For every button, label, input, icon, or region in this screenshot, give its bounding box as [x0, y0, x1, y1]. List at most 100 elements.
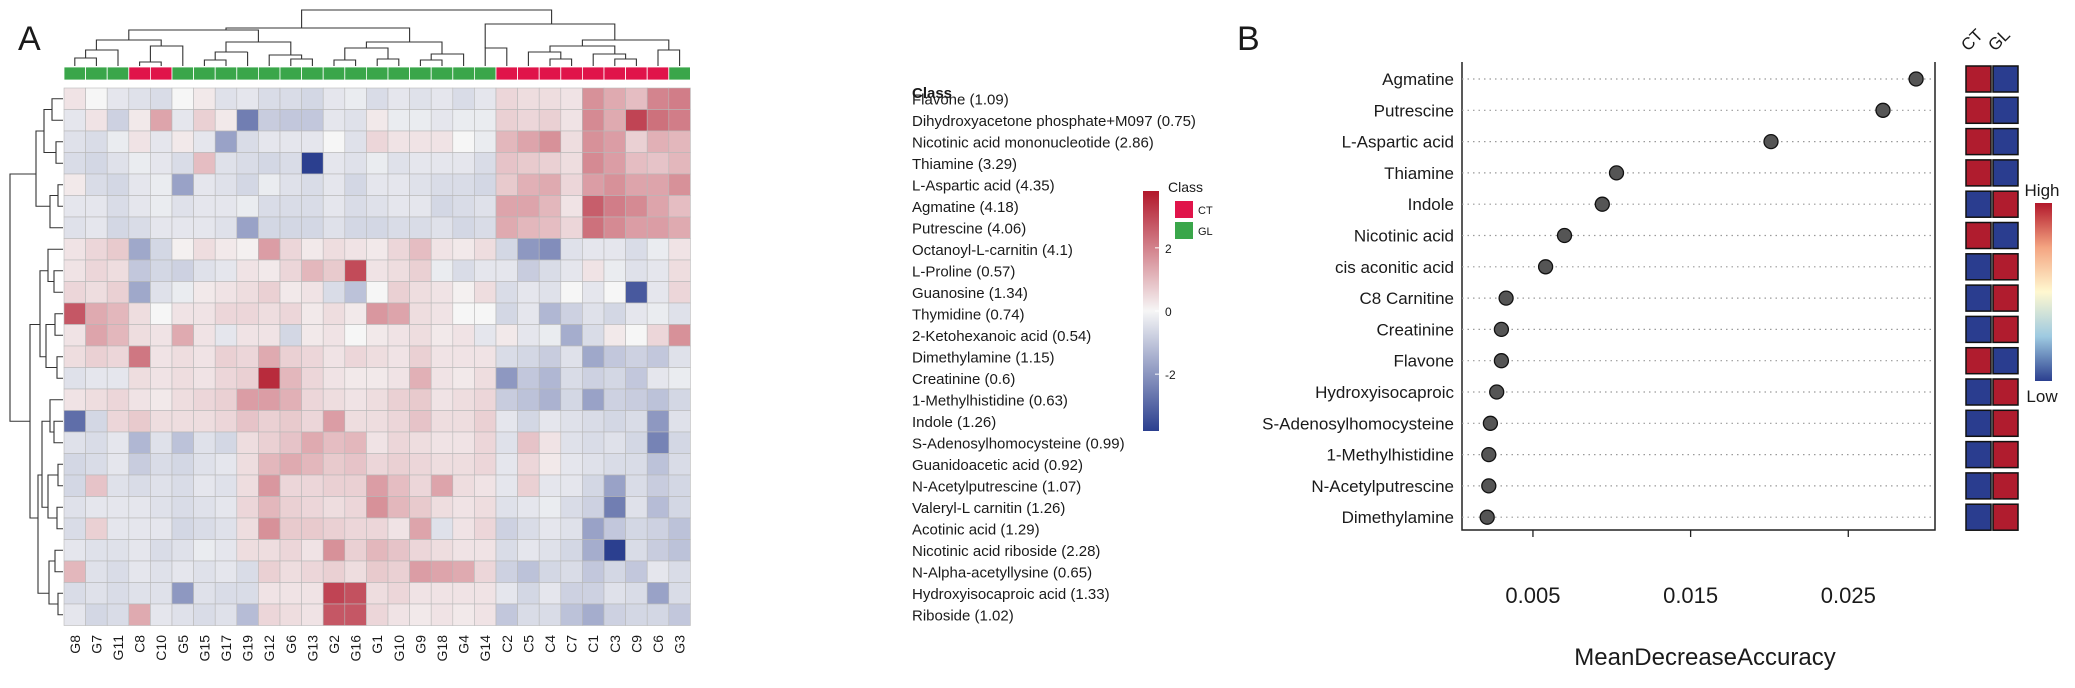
heatmap-cell	[279, 453, 302, 476]
column-dendrogram-branch	[225, 27, 411, 42]
column-dendrogram-branch	[149, 45, 184, 62]
heatmap-cell	[279, 324, 302, 347]
heatmap-cell	[603, 238, 626, 261]
class-annotation-cell	[517, 66, 540, 81]
colorbar-high-label: High	[2025, 181, 2060, 200]
heatmap-cell	[344, 302, 367, 325]
heatmap-cell	[258, 152, 281, 175]
heatmap-cell	[63, 302, 86, 325]
heatmap-cell	[150, 259, 173, 282]
heatmap-cell	[668, 281, 691, 304]
heatmap-cell	[301, 216, 324, 239]
row-dendrogram-branch	[57, 184, 63, 207]
heatmap-cell	[560, 560, 583, 583]
heatmap-cell	[517, 603, 540, 626]
heatmap-cell	[474, 453, 497, 476]
heatmap-cell	[322, 87, 346, 110]
heatmap-cell	[193, 345, 216, 368]
column-dendrogram-branch	[225, 41, 292, 55]
heatmap-cell	[603, 582, 626, 605]
heatmap-cell	[63, 281, 86, 304]
column-dendrogram-branch	[376, 58, 400, 66]
heatmap-cell	[430, 216, 454, 239]
heatmap-cell	[646, 410, 670, 433]
heatmap-cell	[452, 582, 475, 605]
heatmap-cell	[387, 603, 410, 626]
heatmap-cell	[452, 560, 475, 583]
heatmap-cell	[582, 87, 605, 110]
heatmap-cell	[603, 388, 626, 411]
heatmap-cell	[150, 238, 173, 261]
heatmap-cell	[495, 216, 518, 239]
heatmap-cell	[668, 431, 691, 454]
heatmap-cell	[193, 109, 216, 132]
heatmap-cell	[452, 345, 475, 368]
heatmap-cell	[366, 109, 389, 132]
dot-category-label: 1-Methylhistidine	[1326, 446, 1454, 465]
heatmap-cell	[258, 216, 281, 239]
heatmap-cell	[517, 453, 540, 476]
heatmap-cell	[668, 474, 691, 497]
row-label: Guanidoacetic acid (0.92)	[912, 457, 1083, 474]
class-annotation-cell	[257, 66, 281, 81]
row-dendrogram-branch	[53, 420, 63, 444]
heatmap-cell	[409, 87, 432, 110]
heatmap-cell	[560, 302, 583, 325]
row-dendrogram-branch	[43, 108, 56, 154]
heatmap-cell	[322, 130, 346, 153]
heatmap-cell	[560, 87, 583, 110]
heatmap-cell	[560, 281, 583, 304]
heatmap-cell	[625, 109, 648, 132]
heatmap-cell	[430, 453, 454, 476]
row-label: 2-Ketohexanoic acid (0.54)	[912, 328, 1091, 345]
heatmap-cell	[322, 431, 346, 454]
class-level-cell	[1992, 159, 2019, 187]
heatmap-cell	[517, 517, 540, 540]
row-label: Thiamine (3.29)	[912, 156, 1017, 173]
heatmap-cell	[301, 281, 324, 304]
heatmap-cell	[236, 388, 259, 411]
heatmap-cell	[85, 281, 108, 304]
heatmap-cell	[258, 496, 281, 519]
heatmap-cell	[560, 109, 583, 132]
heatmap-cell	[322, 259, 346, 282]
heatmap-cell	[322, 109, 346, 132]
heatmap-cell	[258, 603, 281, 626]
heatmap-cell	[387, 238, 410, 261]
column-label: C3	[607, 635, 623, 653]
heatmap-cell	[63, 345, 86, 368]
heatmap-cell	[474, 410, 497, 433]
heatmap-cell	[279, 195, 302, 218]
row-label: L-Proline (0.57)	[912, 263, 1015, 280]
heatmap-cell	[214, 195, 238, 218]
column-label: G19	[240, 635, 256, 662]
heatmap-cell	[668, 560, 691, 583]
heatmap-cell	[366, 87, 389, 110]
heatmap-cell	[150, 367, 173, 390]
heatmap-cell	[538, 173, 562, 196]
heatmap-cell	[344, 453, 367, 476]
heatmap-cell	[171, 367, 194, 390]
heatmap-cell	[301, 238, 324, 261]
plot-frame	[1461, 62, 1936, 531]
column-label: G18	[434, 635, 450, 662]
heatmap-cell	[474, 324, 497, 347]
heatmap-cell	[236, 474, 259, 497]
heatmap-cell	[301, 87, 324, 110]
heatmap-cell	[452, 109, 475, 132]
heatmap-cell	[236, 453, 259, 476]
heatmap-cell	[603, 259, 626, 282]
heatmap-cell	[538, 302, 562, 325]
heatmap-cell	[517, 259, 540, 282]
heatmap-cell	[236, 324, 259, 347]
heatmap-cell	[106, 302, 130, 325]
class-level-cell	[1965, 346, 1992, 375]
heatmap-cell	[85, 388, 108, 411]
heatmap-cell	[214, 87, 238, 110]
heatmap-cell	[301, 560, 324, 583]
heatmap-cell	[214, 324, 238, 347]
heatmap-cell	[474, 388, 497, 411]
heatmap-cell	[366, 130, 389, 153]
